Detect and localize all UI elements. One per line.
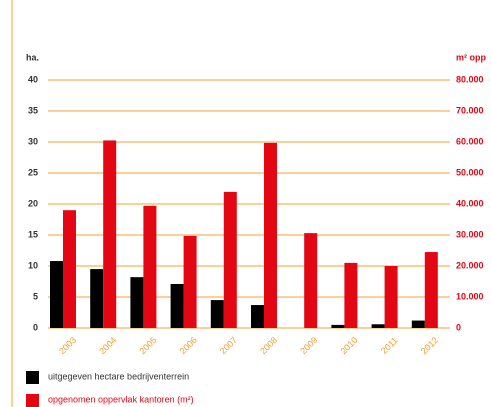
- bar: [63, 210, 76, 328]
- bar: [424, 252, 438, 328]
- y2-tick-label: 50.000: [456, 167, 484, 177]
- x-tick-label: 2004: [97, 335, 118, 356]
- y-tick-label: 5: [33, 291, 38, 301]
- bar: [331, 324, 345, 328]
- bar: [183, 235, 197, 328]
- bar: [304, 233, 318, 328]
- bar: [264, 142, 277, 328]
- y-tick-label: 30: [28, 136, 38, 146]
- bar: [143, 205, 157, 328]
- y2-tick-label: 60.000: [456, 136, 484, 146]
- bar: [384, 266, 398, 328]
- bar: [251, 305, 264, 328]
- y2-tick-label: 0: [456, 322, 461, 332]
- x-tick-label: 2007: [218, 335, 239, 356]
- bar: [50, 261, 63, 328]
- legend-label: opgenomen oppervlak kantoren (m²): [48, 394, 194, 404]
- y-tick-label: 10: [28, 260, 38, 270]
- bar: [130, 277, 144, 328]
- bar: [170, 283, 184, 328]
- y-tick-label: 35: [28, 105, 38, 115]
- bar: [371, 324, 385, 328]
- x-tick-label: 2006: [178, 335, 199, 356]
- legend-swatch: [26, 394, 39, 407]
- y2-tick-label: 70.000: [456, 105, 484, 115]
- y2-tick-label: 80.000: [456, 74, 484, 84]
- x-tick-label: 2011: [379, 335, 400, 356]
- y2-tick-label: 40.000: [456, 198, 484, 208]
- y-axis-label: ha.: [26, 52, 39, 62]
- y-tick-label: 15: [28, 229, 38, 239]
- x-tick-label: 2005: [137, 335, 158, 356]
- y2-axis-label: m² opp: [456, 52, 486, 62]
- x-tick-label: 2003: [57, 335, 78, 356]
- y-tick-label: 25: [28, 167, 38, 177]
- y2-tick-label: 30.000: [456, 229, 484, 239]
- bar: [223, 191, 237, 328]
- bar: [344, 262, 358, 328]
- x-tick-label: 2010: [338, 335, 359, 356]
- bar: [210, 300, 224, 328]
- y2-tick-label: 10.000: [456, 291, 484, 301]
- y-tick-label: 40: [28, 74, 38, 84]
- y-tick-label: 20: [28, 198, 38, 208]
- y-tick-label: 0: [33, 322, 38, 332]
- bar: [411, 320, 425, 328]
- x-tick-label: 2009: [298, 335, 319, 356]
- x-tick-label: 2012: [419, 335, 440, 356]
- x-tick-label: 2008: [258, 335, 279, 356]
- legend-label: uitgegeven hectare bedrijventerrein: [48, 371, 189, 381]
- legend-swatch: [26, 371, 39, 384]
- bar: [90, 269, 104, 328]
- y2-tick-label: 20.000: [456, 260, 484, 270]
- bar: [103, 140, 117, 328]
